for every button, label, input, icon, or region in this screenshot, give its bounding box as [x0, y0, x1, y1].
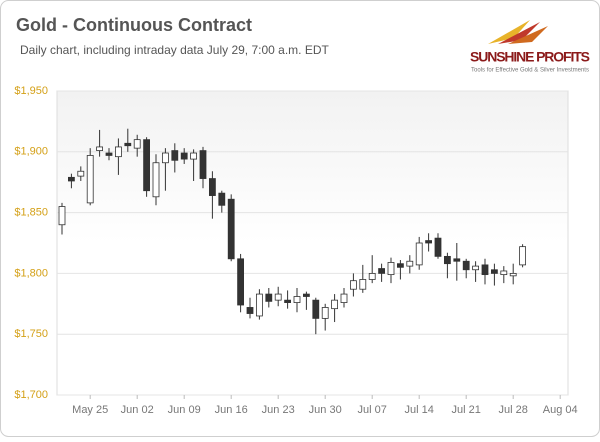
candle-body: [190, 152, 198, 160]
candle-body: [255, 293, 263, 317]
logo-ray: [488, 20, 530, 44]
candle-body: [284, 299, 292, 303]
candle-body: [396, 263, 404, 268]
candle-body: [180, 152, 188, 160]
x-tick-label: Jul 21: [452, 404, 481, 416]
candle-body: [349, 280, 357, 290]
candle-body: [265, 293, 273, 302]
candle-body: [321, 307, 329, 319]
candle-body: [227, 198, 235, 260]
candle-body: [490, 269, 498, 274]
candle-body: [378, 268, 386, 274]
candle-body: [133, 139, 141, 149]
candle-body: [368, 272, 376, 280]
candle-body: [96, 146, 103, 151]
candle-body: [208, 178, 216, 196]
candle-body: [462, 260, 470, 271]
candle-body: [472, 265, 480, 271]
candle-body: [58, 206, 66, 226]
candle-body: [406, 260, 414, 267]
candle-body: [293, 296, 301, 303]
candle-body: [152, 162, 160, 198]
candle-body: [359, 279, 367, 290]
candle-body: [86, 155, 94, 204]
y-tick-label: $1,700: [14, 389, 48, 401]
candle-body: [161, 152, 169, 164]
candle-body: [68, 176, 75, 182]
chart-title: Gold - Continuous Contract: [16, 15, 252, 35]
candle-body: [340, 293, 348, 303]
x-tick-label: Jun 16: [215, 404, 248, 416]
candle-body: [453, 258, 461, 262]
candle-body: [199, 150, 207, 179]
candle-body: [237, 258, 245, 306]
candle-body: [509, 272, 517, 277]
y-tick-label: $1,850: [14, 207, 48, 219]
x-tick-label: Jul 14: [405, 404, 434, 416]
candle-body: [246, 307, 254, 314]
x-tick-label: Jul 28: [499, 404, 528, 416]
x-tick-label: Jul 07: [358, 404, 387, 416]
candle-body: [143, 139, 151, 192]
x-tick-label: Jun 23: [262, 404, 295, 416]
candle-body: [415, 242, 423, 266]
x-tick-label: Jun 30: [309, 404, 342, 416]
candle-body: [302, 293, 310, 297]
x-tick-label: Jun 02: [121, 404, 154, 416]
candle-body: [387, 262, 395, 276]
chart-subtitle: Daily chart, including intraday data Jul…: [20, 43, 329, 57]
y-tick-label: $1,800: [14, 267, 48, 279]
plot-area: [56, 90, 569, 396]
candle-body: [481, 264, 489, 276]
y-tick-label: $1,750: [14, 328, 48, 340]
x-tick-label: Jun 09: [168, 404, 201, 416]
candle-body: [425, 240, 433, 244]
logo: SUNSHINE PROFITS Tools for Effective Gol…: [470, 20, 590, 74]
logo-ray: [498, 22, 540, 44]
candle-body: [274, 293, 282, 301]
logo-ray: [508, 26, 548, 44]
candle-body: [443, 255, 451, 265]
candle-body: [519, 246, 526, 266]
candle-body: [171, 150, 179, 161]
candle-body: [77, 170, 85, 177]
candle-body: [500, 270, 508, 276]
y-tick-label: $1,900: [14, 146, 48, 158]
candle-body: [115, 146, 122, 158]
candle-body: [218, 192, 226, 206]
logo-name: SUNSHINE PROFITS: [470, 49, 590, 65]
candle-body: [105, 152, 113, 156]
candle-body: [312, 299, 320, 319]
y-tick-label: $1,950: [14, 85, 48, 97]
x-tick-label: May 25: [72, 404, 108, 416]
x-tick-label: Aug 04: [543, 404, 578, 416]
candle-body: [434, 237, 442, 257]
logo-tagline: Tools for Effective Gold & Silver Invest…: [471, 68, 589, 74]
candle-body: [331, 299, 339, 310]
candle-body: [124, 142, 132, 147]
